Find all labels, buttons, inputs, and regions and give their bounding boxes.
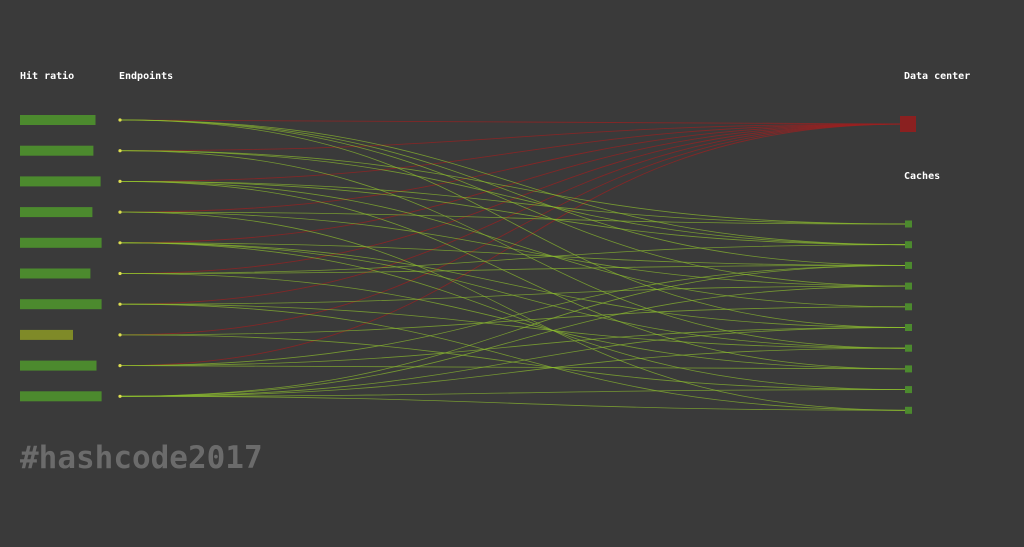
hit-ratio-bar: [20, 360, 97, 371]
cache-node: [905, 303, 912, 311]
hit-ratio-bar: [20, 268, 91, 279]
cache-link: [119, 244, 909, 274]
data-center-link: [119, 123, 909, 336]
hit-ratio-bar: [20, 176, 101, 187]
data-center-link: [119, 123, 909, 182]
cache-node: [905, 344, 912, 352]
cache-link: [119, 265, 909, 397]
data-center-link: [119, 123, 909, 152]
cache-link: [119, 303, 909, 349]
endpoint-node: [118, 241, 122, 245]
endpoint-node: [118, 271, 122, 276]
data-center-node: [900, 116, 916, 132]
cache-link: [119, 181, 909, 370]
cache-link: [119, 181, 909, 246]
cache-node: [905, 406, 912, 414]
cache-node: [905, 282, 912, 290]
cache-nodes: [905, 220, 912, 414]
hit-ratio-bar: [20, 391, 102, 402]
endpoint-nodes: [118, 118, 122, 398]
endpoint-node: [118, 118, 122, 122]
data-center-link: [119, 123, 909, 213]
cache-node: [905, 365, 912, 373]
data-center-node-group: [900, 116, 916, 132]
endpoint-node: [118, 394, 122, 398]
cache-node: [905, 220, 912, 228]
cache-link: [119, 265, 909, 366]
endpoint-node: [118, 302, 122, 306]
cache-link: [119, 242, 909, 266]
cache-link: [119, 242, 909, 328]
cache-node: [905, 241, 912, 249]
cache-link: [119, 181, 909, 308]
cache-link: [119, 285, 909, 305]
hashtag-footer: #hashcode2017: [20, 440, 263, 476]
hit-ratio-bar: [20, 115, 96, 125]
cache-link: [119, 242, 909, 390]
data-center-link: [119, 123, 909, 367]
cache-node: [905, 261, 912, 269]
hit-ratio-header: Hit ratio: [20, 71, 75, 82]
cache-link: [119, 150, 909, 246]
endpoint-node: [118, 210, 122, 214]
cache-link: [119, 395, 909, 411]
cache-link: [119, 150, 909, 225]
hit-ratio-bar: [20, 329, 73, 340]
hit-ratio-bars: [20, 115, 102, 402]
cache-link: [119, 211, 909, 225]
cache-link: [119, 119, 909, 266]
hit-ratio-bar: [20, 299, 102, 310]
cache-node: [905, 386, 912, 394]
endpoints-header: Endpoints: [119, 71, 174, 82]
hit-ratio-bar: [20, 145, 94, 156]
cache-link: [119, 119, 909, 328]
data-center-link: [119, 123, 909, 244]
cache-link: [119, 211, 909, 287]
data-center-link: [119, 123, 909, 305]
cache-link: [119, 347, 909, 397]
cache-link: [119, 265, 909, 274]
data-center-link: [119, 123, 909, 274]
cache-link: [119, 327, 909, 397]
cache-links: [119, 119, 909, 411]
cache-link: [119, 211, 909, 411]
cache-link: [119, 306, 909, 336]
endpoint-node: [118, 364, 122, 368]
endpoint-node: [118, 333, 122, 337]
cache-link: [119, 327, 909, 366]
data-center-header: Data center: [904, 71, 971, 82]
cache-link: [119, 285, 909, 397]
cache-link: [119, 181, 909, 225]
endpoint-node: [118, 149, 122, 153]
hit-ratio-bar: [20, 207, 93, 218]
data-center-link: [119, 119, 909, 125]
cache-link: [119, 389, 909, 397]
endpoint-node: [118, 179, 122, 183]
cache-node: [905, 324, 912, 331]
cache-link: [119, 365, 909, 370]
hit-ratio-bar: [20, 237, 102, 248]
cache-link: [119, 303, 909, 411]
caches-header: Caches: [904, 171, 941, 182]
cache-link: [119, 119, 909, 246]
